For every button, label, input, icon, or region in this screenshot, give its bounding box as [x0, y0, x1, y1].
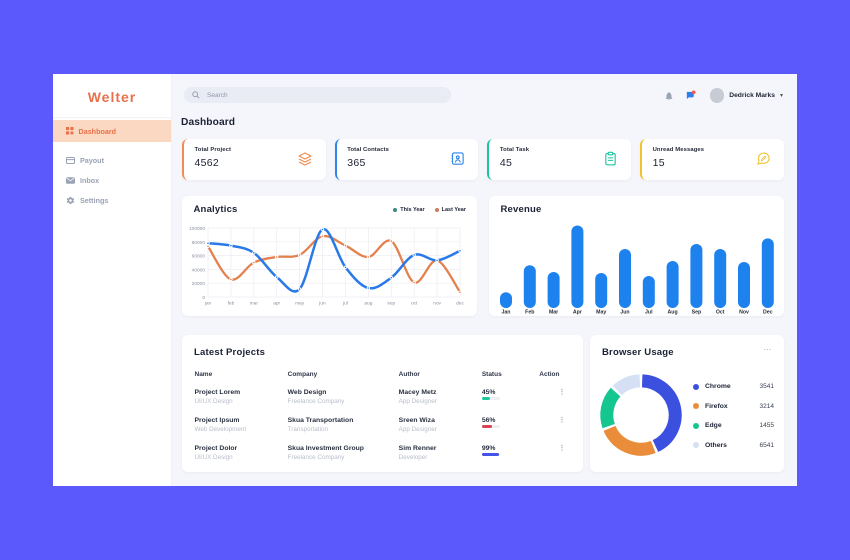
svg-text:dec: dec [456, 301, 464, 307]
svg-text:Oct: Oct [716, 310, 725, 316]
svg-text:jun: jun [318, 301, 326, 307]
svg-text:0: 0 [202, 295, 205, 301]
svg-text:Aug: Aug [668, 310, 678, 316]
svg-text:Jul: Jul [645, 310, 653, 316]
svg-text:oct: oct [411, 301, 418, 307]
svg-text:apr: apr [273, 301, 280, 307]
svg-text:40000: 40000 [192, 267, 206, 273]
svg-text:Dec: Dec [763, 310, 773, 316]
svg-text:may: may [295, 302, 305, 307]
svg-text:Jan: Jan [502, 310, 511, 316]
svg-text:Sep: Sep [692, 310, 702, 316]
svg-text:Apr: Apr [573, 310, 582, 316]
svg-text:nov: nov [433, 302, 441, 307]
svg-text:jul: jul [342, 301, 348, 307]
svg-text:80000: 80000 [192, 240, 206, 246]
svg-text:May: May [596, 310, 606, 316]
svg-text:60000: 60000 [192, 254, 206, 260]
svg-text:sep: sep [387, 302, 395, 307]
svg-text:mar: mar [250, 301, 259, 307]
svg-text:Mar: Mar [549, 310, 558, 316]
svg-text:Feb: Feb [525, 310, 534, 316]
svg-text:Jun: Jun [620, 310, 629, 316]
svg-text:feb: feb [228, 301, 235, 307]
svg-text:aug: aug [364, 302, 372, 307]
svg-text:100000: 100000 [189, 226, 205, 232]
svg-text:Nov: Nov [739, 310, 749, 316]
svg-text:20000: 20000 [192, 281, 206, 287]
svg-text:jan: jan [204, 301, 212, 307]
